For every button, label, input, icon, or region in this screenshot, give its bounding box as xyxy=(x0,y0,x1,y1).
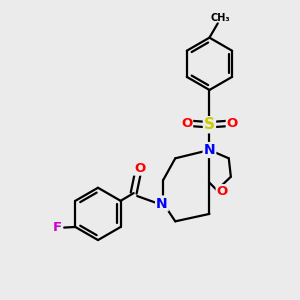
Text: O: O xyxy=(227,117,238,130)
Text: O: O xyxy=(134,162,145,175)
Text: O: O xyxy=(181,117,192,130)
Text: CH₃: CH₃ xyxy=(211,13,231,23)
Text: O: O xyxy=(217,185,228,198)
Text: N: N xyxy=(204,143,215,157)
Text: F: F xyxy=(53,221,62,234)
Text: S: S xyxy=(204,117,215,132)
Text: N: N xyxy=(156,196,168,211)
